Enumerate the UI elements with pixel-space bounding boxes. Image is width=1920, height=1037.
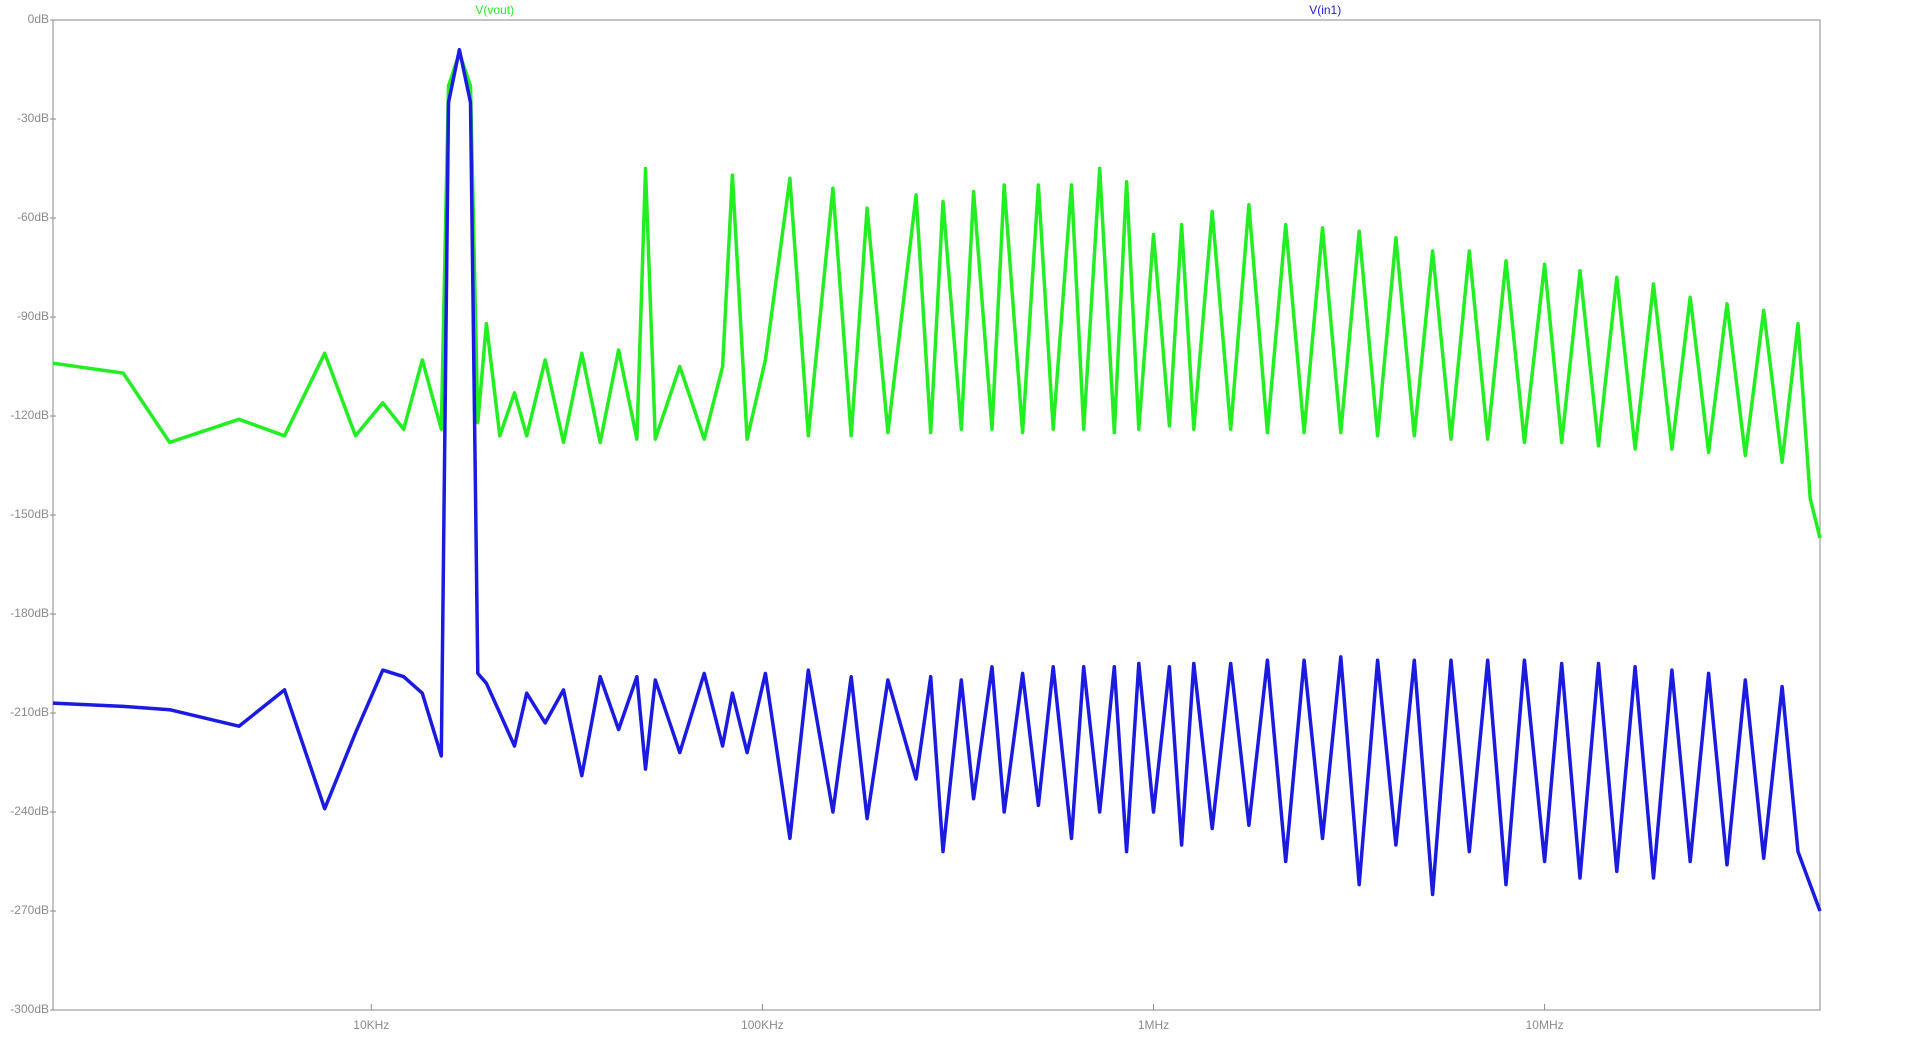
- y-tick-label: -60dB: [17, 210, 49, 224]
- y-tick-label: -30dB: [17, 111, 49, 125]
- plot-frame: [52, 19, 1821, 1011]
- y-tick-label: -210dB: [10, 705, 49, 719]
- series-line: [52, 47, 1822, 912]
- y-tick-label: -150dB: [10, 507, 49, 521]
- y-tick-label: -300dB: [10, 1002, 49, 1016]
- x-tick-label: 10MHz: [1526, 1018, 1564, 1032]
- legend-entry: V(in1): [1309, 3, 1341, 17]
- y-tick-label: -120dB: [10, 408, 49, 422]
- y-tick-label: -180dB: [10, 606, 49, 620]
- y-tick-label: -240dB: [10, 804, 49, 818]
- x-tick-label: 1MHz: [1138, 1018, 1169, 1032]
- x-tick-label: 100KHz: [741, 1018, 784, 1032]
- y-tick-label: 0dB: [28, 12, 49, 26]
- y-tick-label: -90dB: [17, 309, 49, 323]
- legend-entry: V(vout): [475, 3, 514, 17]
- x-tick-label: 10KHz: [353, 1018, 389, 1032]
- y-tick-label: -270dB: [10, 903, 49, 917]
- series-line: [52, 51, 1822, 539]
- plot-area: [52, 47, 1822, 912]
